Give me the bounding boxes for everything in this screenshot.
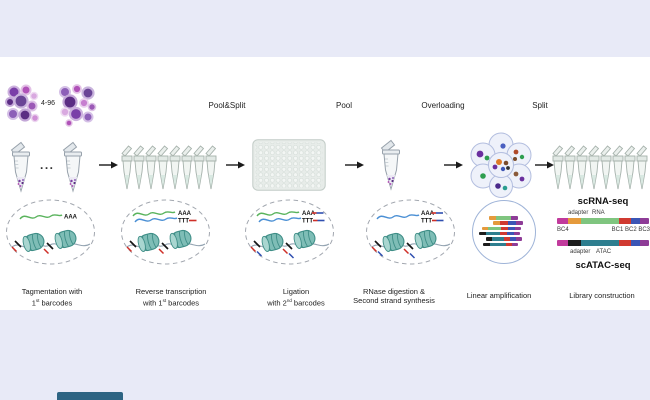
mrna-strand	[19, 214, 63, 220]
cdna-strand	[258, 217, 302, 223]
polya-label: AAA	[178, 211, 192, 217]
amplification-products	[472, 200, 536, 264]
stage-label-rnase-digestion: RNase digestion & Second strand synthesi…	[329, 287, 459, 305]
bc4-label: BC4	[557, 227, 569, 233]
segment-BC1	[619, 218, 631, 224]
atac-insert-label: ATAC	[596, 249, 612, 255]
segment-BC4	[557, 240, 568, 246]
cdna-strand	[134, 217, 178, 223]
scatac-seq-title: scATAC-seq	[575, 260, 631, 271]
stage-line1: Tagmentation with	[21, 287, 83, 296]
nucleosome-icon	[168, 228, 194, 251]
nucleosome-icon	[260, 231, 286, 254]
amplicon-bar	[486, 237, 522, 241]
stage-label-linear-amplification: Linear amplification	[434, 291, 564, 300]
polya-label: AAA	[421, 211, 435, 217]
stage-line2: 1st barcodes	[31, 298, 73, 308]
cell-cluster-icon	[5, 84, 40, 123]
polyt-label: TTT	[421, 219, 432, 225]
nucleosome-icon	[292, 228, 318, 251]
phase-label-pool-split: Pool&Split	[208, 101, 246, 110]
segment-BC1	[619, 240, 631, 246]
polya-label: AAA	[302, 211, 316, 217]
stage-line1: Ligation	[282, 287, 310, 296]
microcentrifuge-tube-icon	[63, 142, 82, 192]
nucleus-oval-ligation: AAA TTT	[245, 199, 334, 265]
stage-label-ligation: Ligation with 2nd barcodes	[231, 287, 361, 308]
segment-ATAC	[581, 240, 619, 246]
segment-adapter	[568, 240, 581, 246]
stage-line1: Library construction	[569, 291, 635, 300]
96-well-plate-icon	[252, 139, 326, 191]
droplet-cells	[476, 143, 525, 191]
nucleus-oval-tagmentation: AAA	[6, 199, 95, 265]
scrna-seq-title: scRNA-seq	[577, 196, 629, 207]
mrna-strand	[256, 211, 300, 217]
segment-BC2	[631, 240, 640, 246]
atac-adapter-label: adapter	[570, 249, 591, 255]
stage-line1: Linear amplification	[466, 291, 532, 300]
phase-label-split: Split	[532, 101, 548, 110]
nucleus-oval-rnase-digestion: AAA TTT	[366, 199, 455, 265]
bc1-bc2-bc3-label: BC1 BC2 BC3	[611, 227, 650, 233]
nucleosome-icon	[381, 231, 407, 254]
flow-arrow-icon	[99, 160, 119, 170]
amplicon-bar	[493, 221, 523, 225]
barcode-tick-icon	[250, 240, 263, 257]
partial-bottom-bar	[57, 392, 123, 400]
segment-BC4	[557, 218, 568, 224]
nucleosome-icon	[413, 228, 439, 251]
flow-arrow-icon	[226, 160, 246, 170]
mrna-strand	[132, 211, 176, 217]
stage-label-reverse-transcription: Reverse transcription with 1st barcodes	[106, 287, 236, 308]
amplicon-bar	[489, 216, 518, 220]
segment-adapter	[568, 218, 581, 224]
microcentrifuge-tube-icon	[381, 140, 400, 190]
polya-label: AAA	[64, 215, 78, 221]
cdna-strand	[376, 214, 420, 220]
scrna-library-bar	[557, 218, 649, 224]
phase-label-overloading: Overloading	[421, 101, 465, 110]
amplicon-bar	[479, 231, 520, 236]
barcode-tick-icon	[403, 242, 416, 259]
segment-RNA	[581, 218, 619, 224]
phase-label-pool: Pool	[335, 101, 353, 110]
amplicon-bar	[482, 226, 521, 231]
pcr-strip-tubes-icon	[121, 145, 217, 190]
barcode-tick-icon	[371, 240, 384, 257]
rna-adapter-label: adapter	[568, 210, 589, 216]
flow-arrow-icon	[345, 160, 365, 170]
flow-arrow-icon	[444, 160, 464, 170]
segment-BC3	[640, 240, 649, 246]
ellipsis-more-tubes: ...	[40, 158, 55, 172]
stage-line2: with 1st barcodes	[142, 298, 200, 308]
cell-cluster-icon	[59, 84, 97, 127]
stage-line1: RNase digestion &	[362, 287, 426, 296]
rna-insert-label: RNA	[592, 210, 605, 216]
nucleosome-icon	[21, 231, 47, 254]
scatac-library-bar	[557, 240, 649, 246]
overloaded-droplets-icon	[470, 132, 532, 198]
segment-BC3	[640, 218, 649, 224]
polyt-label: TTT	[302, 219, 313, 225]
stage-line1: Reverse transcription	[135, 287, 207, 296]
nucleus-oval-reverse-transcription: AAA TTT	[121, 199, 210, 265]
stage-line2: Second strand synthesis	[353, 296, 435, 305]
stage-label-tagmentation: Tagmentation with 1st barcodes	[0, 287, 117, 308]
segment-BC2	[631, 218, 640, 224]
nucleosome-icon	[136, 231, 162, 254]
cell-count-range: 4-96	[40, 100, 55, 107]
barcode-tick-icon	[282, 242, 295, 259]
nucleosome-icon	[53, 228, 79, 251]
stage-line2: with 2nd barcodes	[267, 298, 325, 308]
microcentrifuge-tube-icon	[11, 142, 30, 192]
polyt-label: TTT	[178, 219, 189, 225]
pcr-strip-tubes-icon	[552, 145, 648, 190]
amplicon-bar	[483, 242, 518, 247]
stage-label-library-construction: Library construction	[537, 291, 650, 300]
